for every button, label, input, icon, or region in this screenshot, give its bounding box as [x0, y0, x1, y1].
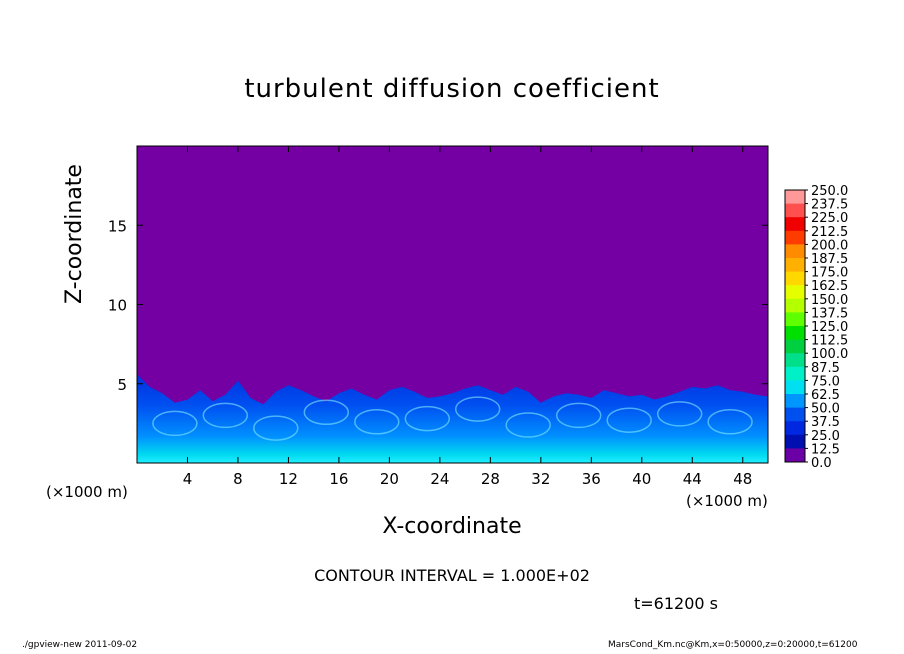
colorbar-swatch [785, 203, 805, 218]
colorbar-label: 62.5 [811, 388, 840, 403]
colorbar-label: 0.0 [811, 456, 832, 471]
colorbar-swatch [785, 326, 805, 341]
x-tick-label: 4 [183, 470, 193, 488]
colorbar-swatch [785, 298, 805, 313]
y-axis-label: Z-coordinate [62, 164, 87, 304]
colorbar-label: 175.0 [811, 266, 848, 281]
x-axis-unit-right: (×1000 m) [686, 492, 768, 510]
x-tick-label: 36 [582, 470, 601, 488]
y-tick-label: 5 [117, 376, 127, 394]
colorbar-swatch [785, 244, 805, 259]
colorbar: 250.0237.5225.0212.5200.0187.5175.0162.5… [784, 184, 848, 471]
colorbar-swatch [785, 421, 805, 436]
x-tick-label: 12 [279, 470, 298, 488]
x-tick-label: 32 [531, 470, 550, 488]
turbulence-swirl [656, 401, 703, 427]
time-label: t=61200 s [634, 594, 718, 613]
colorbar-label: 200.0 [811, 238, 848, 253]
colorbar-swatch [785, 380, 805, 395]
colorbar-label: 187.5 [811, 252, 848, 267]
colorbar-label: 75.0 [811, 374, 840, 389]
turbulence-swirl [303, 399, 350, 426]
x-tick-label: 44 [683, 470, 702, 488]
colorbar-swatch [785, 394, 805, 409]
colorbar-swatch [785, 217, 805, 232]
x-tick-label: 48 [733, 470, 752, 488]
x-axis-ticks: 4 8 12 16 20 24 28 32 36 40 44 48 [183, 146, 752, 488]
turbulence-swirl [404, 405, 451, 432]
colorbar-swatch [785, 271, 805, 286]
colorbar-swatch [785, 434, 805, 449]
colorbar-swatch [785, 230, 805, 245]
turbulence-swirl [505, 412, 551, 438]
turbulence-swirl [606, 407, 652, 433]
colorbar-label: 162.5 [811, 279, 848, 294]
x-tick-label: 28 [481, 470, 500, 488]
footer-right: MarsCond_Km.nc@Km,x=0:50000,z=0:20000,t=… [608, 640, 858, 650]
colorbar-label: 212.5 [811, 225, 848, 240]
boundary-layer-region [137, 374, 768, 463]
colorbar-swatch [785, 448, 805, 463]
colorbar-label: 237.5 [811, 198, 848, 213]
turbulence-swirl [202, 402, 249, 429]
colorbar-swatch [785, 190, 805, 205]
colorbar-label: 37.5 [811, 415, 840, 430]
turbulence-field [137, 374, 768, 463]
turbulence-swirl [152, 410, 198, 437]
x-tick-label: 16 [329, 470, 348, 488]
x-axis-label: X-coordinate [382, 514, 522, 539]
colorbar-swatch [785, 312, 805, 327]
x-tick-label: 20 [380, 470, 399, 488]
colorbar-swatch [785, 353, 805, 368]
colorbar-swatch [785, 407, 805, 422]
footer-left: ./gpview-new 2011-09-02 [22, 640, 138, 650]
colorbar-label: 225.0 [811, 211, 848, 226]
colorbar-label: 137.5 [811, 306, 848, 321]
turbulence-swirl [555, 402, 602, 429]
colorbar-swatch [785, 258, 805, 273]
y-tick-label: 15 [108, 217, 127, 235]
y-axis-ticks: 5 10 15 [108, 217, 768, 394]
x-tick-label: 40 [632, 470, 651, 488]
colorbar-label: 12.5 [811, 442, 840, 457]
y-tick-label: 10 [108, 297, 127, 315]
turbulence-swirl [354, 409, 400, 435]
colorbar-label: 25.0 [811, 429, 840, 444]
turbulence-swirl [707, 409, 753, 435]
colorbar-label: 50.0 [811, 402, 840, 417]
chart-title: turbulent diffusion coefficient [244, 74, 660, 104]
turbulence-swirl [454, 396, 501, 422]
colorbar-label: 125.0 [811, 320, 848, 335]
x-tick-label: 8 [233, 470, 243, 488]
contour-interval: CONTOUR INTERVAL = 1.000E+02 [314, 566, 590, 585]
colorbar-swatch [785, 285, 805, 300]
colorbar-label: 100.0 [811, 347, 848, 362]
turbulence-swirl [253, 415, 299, 441]
colorbar-swatch [785, 366, 805, 381]
x-tick-label: 24 [430, 470, 449, 488]
x-axis-unit-left: (×1000 m) [46, 483, 128, 501]
colorbar-label: 87.5 [811, 361, 840, 376]
colorbar-label: 150.0 [811, 293, 848, 308]
colorbar-label: 250.0 [811, 184, 848, 199]
colorbar-label: 112.5 [811, 334, 848, 349]
colorbar-swatch [785, 339, 805, 354]
